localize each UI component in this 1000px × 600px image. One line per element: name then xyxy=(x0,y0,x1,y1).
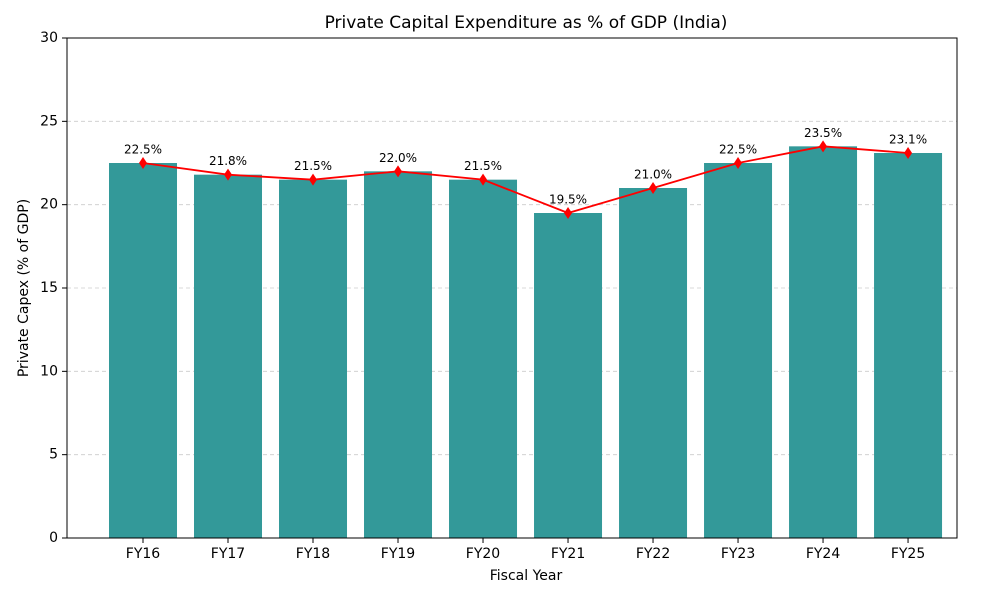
value-label: 22.0% xyxy=(379,151,417,165)
value-label: 23.5% xyxy=(804,126,842,140)
value-label: 21.5% xyxy=(464,159,502,173)
y-tick-label: 5 xyxy=(49,447,58,463)
value-label: 21.0% xyxy=(634,168,672,182)
x-tick-label: FY25 xyxy=(891,546,925,562)
plot-frame xyxy=(66,37,958,539)
bar xyxy=(789,146,858,539)
marker xyxy=(224,168,233,181)
y-tick-label: 10 xyxy=(40,363,58,379)
marker xyxy=(819,140,828,153)
marker xyxy=(139,157,147,169)
chart-title: Private Capital Expenditure as % of GDP … xyxy=(325,13,728,33)
bar xyxy=(108,163,178,538)
y-tick-label: 15 xyxy=(40,280,58,296)
bar xyxy=(534,213,603,538)
x-tick-label: FY23 xyxy=(721,546,755,562)
x-tick-label: FY22 xyxy=(636,546,670,562)
marker xyxy=(309,173,318,186)
x-tick-label: FY21 xyxy=(551,546,585,562)
value-label: 23.1% xyxy=(889,133,927,147)
x-tick-label: FY16 xyxy=(126,546,161,562)
y-axis-label: Private Capex (% of GDP) xyxy=(16,199,32,377)
value-label: 22.5% xyxy=(124,143,162,157)
x-axis-label: Fiscal Year xyxy=(490,568,563,584)
bar xyxy=(364,171,433,539)
x-tick-label: FY19 xyxy=(381,546,415,562)
value-label: 21.5% xyxy=(294,159,332,173)
value-label: 22.5% xyxy=(719,143,757,157)
bar xyxy=(194,174,263,538)
bar xyxy=(279,179,348,538)
bar xyxy=(874,153,943,538)
marker xyxy=(734,157,743,169)
marker xyxy=(904,147,913,159)
x-tick-label: FY24 xyxy=(806,546,841,562)
bar xyxy=(704,163,773,538)
x-tick-label: FY17 xyxy=(211,546,245,562)
x-tick-label: FY20 xyxy=(466,546,500,562)
marker xyxy=(649,182,658,194)
trend-line xyxy=(142,145,909,214)
marker xyxy=(394,165,403,178)
y-tick-label: 25 xyxy=(40,113,58,129)
value-label: 21.8% xyxy=(209,154,247,168)
value-label: 19.5% xyxy=(549,193,587,207)
bar xyxy=(619,188,688,538)
y-tick-label: 0 xyxy=(49,530,58,546)
x-tick-label: FY18 xyxy=(296,546,330,562)
marker xyxy=(479,173,488,186)
y-tick-label: 20 xyxy=(40,197,58,213)
bar xyxy=(449,179,518,538)
y-tick-label: 30 xyxy=(40,30,58,46)
marker xyxy=(564,207,573,219)
